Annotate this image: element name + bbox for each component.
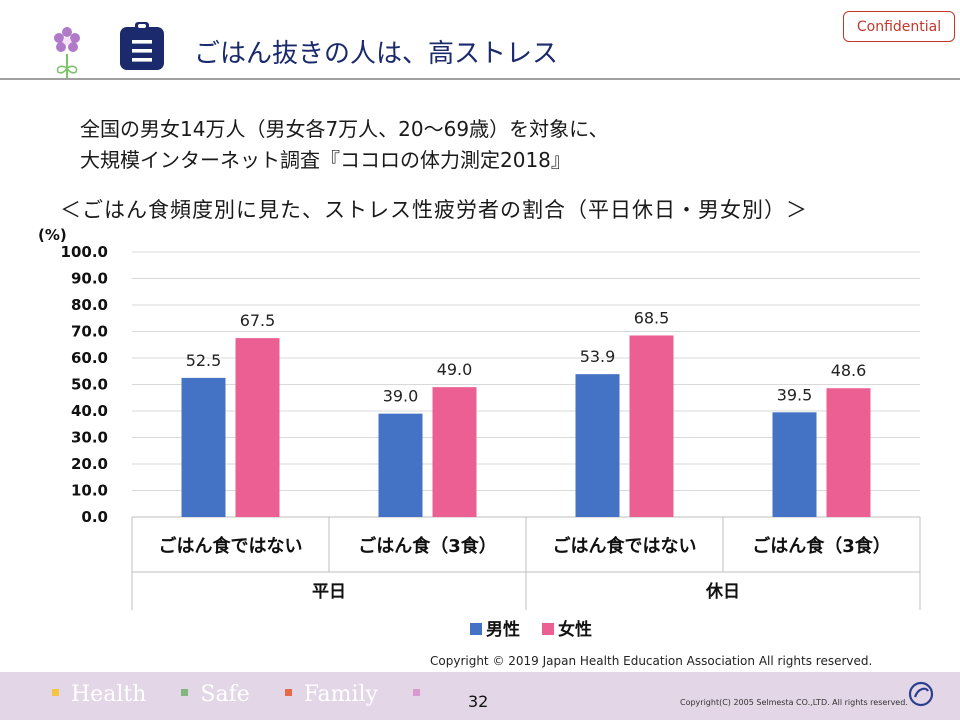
bar-male (772, 412, 817, 517)
intro-line-2: 大規模インターネット調査『ココロの体力測定2018』 (80, 148, 571, 172)
slogan-word-health: Health (71, 682, 147, 707)
legend-swatch (470, 623, 482, 635)
legend-swatch (542, 623, 554, 635)
bar-male (181, 377, 226, 517)
group-label: 休日 (705, 581, 740, 602)
y-tick-label: 70.0 (71, 323, 108, 341)
bar-female (629, 335, 674, 517)
footer-bar: Health Safe Family 32 Copyright(C) 2005 … (0, 672, 960, 720)
data-label: 52.5 (186, 351, 222, 370)
slogan-bullet-icon (412, 688, 420, 696)
intro-line-1: 全国の男女14万人（男女各7万人、20～69歳）を対象に、 (80, 117, 609, 141)
slogan-word-family: Family (303, 682, 378, 707)
y-tick-label: 60.0 (71, 349, 108, 367)
data-label: 39.5 (777, 385, 813, 404)
y-tick-label: 90.0 (71, 270, 108, 288)
company-logo-icon (908, 681, 934, 707)
category-label: ごはん食ではない (553, 535, 697, 557)
flower-logo-icon (54, 27, 80, 78)
legend-label: 男性 (486, 619, 520, 640)
slogan-bullet-icon (284, 688, 292, 696)
y-tick-label: 80.0 (71, 296, 108, 314)
bar-chart: 0.0 10.0 20.0 30.0 40.0 50.0 60.0 70.0 80.0 90.0 1… (38, 226, 921, 640)
category-label: ごはん食（3食） (752, 535, 891, 557)
y-tick-label: 30.0 (71, 429, 108, 447)
intro-text: 全国の男女14万人（男女各7万人、20～69歳）を対象に、 大規模インターネット… (80, 114, 608, 176)
data-label: 67.5 (240, 311, 276, 330)
y-tick-label: 50.0 (71, 376, 108, 394)
y-tick-label: 10.0 (71, 482, 108, 500)
chart-title: ＜ごはん食頻度別に見た、ストレス性疲労者の割合（平日休日・男女別）＞ (60, 198, 808, 222)
legend-label: 女性 (558, 619, 592, 640)
confidential-badge: Confidential (843, 11, 955, 42)
group-label: 平日 (312, 582, 346, 602)
page-title: ごはん抜きの人は、高ストレス (194, 39, 559, 69)
y-tick-label: 20.0 (71, 455, 108, 473)
clipboard-icon (120, 22, 164, 70)
y-axis-label: (%) (38, 226, 67, 244)
bar-female (826, 388, 871, 517)
footer-slogan: Health Safe Family (52, 682, 432, 707)
data-label: 68.5 (634, 308, 670, 327)
category-label: ごはん食ではない (159, 535, 303, 557)
slogan-word-safe: Safe (200, 682, 250, 707)
data-label: 49.0 (437, 360, 473, 379)
bar-female (432, 387, 477, 517)
data-label: 48.6 (831, 361, 867, 380)
company-rights: Copyright(C) 2005 Selmesta CO.,LTD. All … (680, 698, 908, 707)
data-label: 39.0 (383, 387, 419, 406)
bar-male (575, 374, 620, 517)
slogan-bullet-icon (181, 688, 189, 696)
category-label: ごはん食（3食） (358, 535, 497, 557)
y-tick-label: 40.0 (71, 402, 108, 420)
bar-female (235, 338, 280, 517)
page-number: 32 (468, 692, 489, 711)
data-label: 53.9 (580, 347, 616, 366)
copyright-text: Copyright © 2019 Japan Health Education … (430, 654, 873, 668)
header-divider (0, 78, 960, 80)
bar-male (378, 413, 423, 517)
y-tick-label: 0.0 (81, 508, 108, 526)
y-tick-label: 100.0 (61, 243, 108, 261)
slogan-bullet-icon (52, 688, 59, 696)
